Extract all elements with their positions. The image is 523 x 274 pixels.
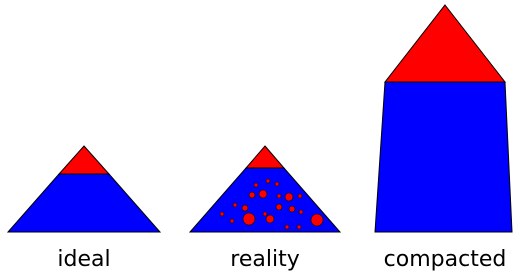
reality-top: [246, 146, 284, 168]
reality-shape: [190, 146, 340, 232]
void: [275, 182, 279, 186]
void: [242, 205, 248, 211]
void: [297, 225, 301, 229]
ideal-base: [8, 174, 160, 232]
void: [289, 206, 295, 212]
void: [285, 193, 293, 201]
ideal-shape: [8, 146, 160, 232]
void: [259, 190, 267, 198]
void: [311, 214, 323, 226]
void: [285, 225, 289, 229]
ideal-top: [59, 146, 109, 174]
page: {"labels": ["ideal", "reality", "compact…: [0, 0, 523, 274]
void: [298, 194, 302, 198]
label: ideal: [57, 247, 110, 272]
compacted-shape: [375, 5, 512, 232]
void: [299, 210, 303, 214]
void: [220, 212, 224, 216]
void: [233, 203, 237, 207]
label: compacted: [384, 247, 507, 272]
void: [243, 213, 255, 225]
label: reality: [230, 247, 299, 272]
void: [230, 219, 234, 223]
void: [266, 215, 274, 223]
compacted-base: [375, 82, 512, 232]
compacted-top: [385, 5, 505, 82]
diagram: ideal reality compacted: [0, 0, 523, 274]
void: [254, 183, 258, 187]
void: [249, 192, 255, 198]
void: [263, 212, 267, 216]
void: [276, 204, 282, 210]
void: [277, 194, 281, 198]
void: [266, 179, 270, 183]
